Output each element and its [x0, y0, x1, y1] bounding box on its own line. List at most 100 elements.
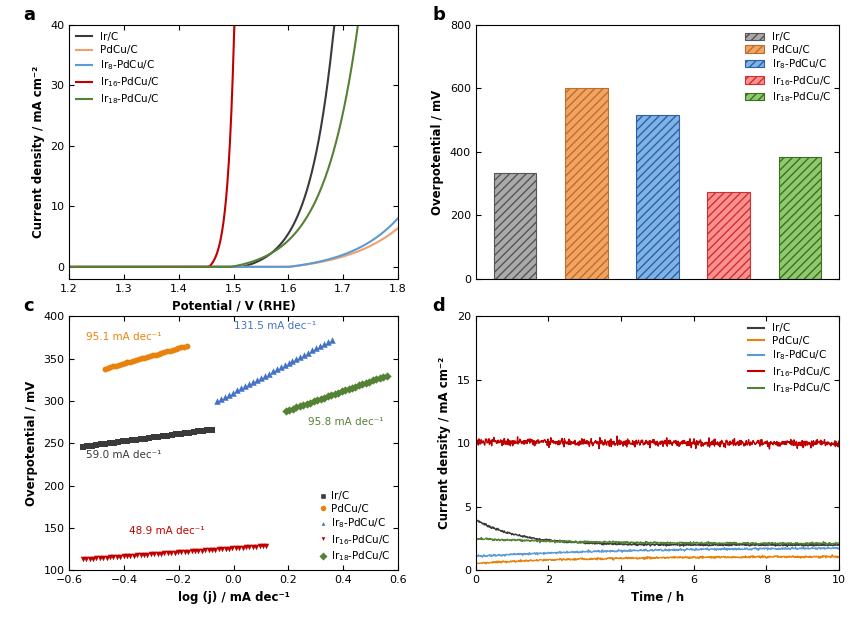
Point	[99, 552, 113, 562]
Point	[177, 342, 191, 352]
Point	[226, 543, 240, 553]
Point	[140, 550, 154, 560]
Point	[170, 430, 183, 440]
Point	[242, 542, 256, 552]
Text: c: c	[23, 297, 34, 315]
Text: a: a	[23, 6, 35, 24]
Point	[260, 541, 273, 551]
Point	[90, 554, 104, 564]
Point	[103, 552, 117, 562]
Y-axis label: Overpotential / mV: Overpotential / mV	[25, 381, 38, 506]
Point	[120, 358, 134, 368]
Point	[298, 350, 311, 360]
Point	[156, 432, 170, 441]
Point	[324, 390, 338, 400]
Point	[93, 553, 106, 563]
Point	[166, 345, 180, 355]
Point	[174, 429, 188, 439]
Point	[106, 552, 120, 562]
Point	[160, 431, 174, 441]
Point	[234, 383, 248, 393]
Point	[164, 548, 178, 558]
Point	[96, 553, 110, 563]
Point	[317, 392, 331, 402]
Point	[157, 549, 171, 559]
Point	[321, 391, 335, 401]
Point	[104, 362, 118, 372]
Point	[131, 551, 144, 560]
Point	[205, 425, 219, 435]
Point	[110, 552, 124, 562]
Text: 95.1 mA dec⁻¹: 95.1 mA dec⁻¹	[86, 332, 161, 342]
Point	[352, 381, 366, 391]
Point	[215, 544, 229, 554]
Point	[120, 436, 134, 446]
Point	[369, 374, 383, 384]
Point	[311, 395, 324, 405]
Point	[106, 361, 120, 371]
Point	[160, 347, 174, 356]
Legend: Ir/C, PdCu/C, Ir$_8$-PdCu/C, Ir$_{16}$-PdCu/C, Ir$_{18}$-PdCu/C: Ir/C, PdCu/C, Ir$_8$-PdCu/C, Ir$_{16}$-P…	[746, 321, 834, 397]
Point	[313, 341, 327, 351]
Point	[178, 547, 192, 557]
Point	[144, 549, 157, 559]
Point	[93, 440, 107, 450]
Point	[113, 552, 127, 562]
Point	[335, 386, 349, 396]
Point	[109, 361, 123, 371]
Point	[306, 396, 320, 406]
Point	[126, 356, 140, 366]
Point	[85, 441, 99, 451]
Point	[129, 355, 143, 365]
Point	[175, 342, 189, 352]
Point	[310, 343, 324, 353]
Point	[80, 554, 93, 564]
Point	[124, 551, 138, 561]
Point	[127, 551, 141, 560]
Point	[226, 388, 240, 397]
Point	[235, 542, 249, 552]
Point	[222, 389, 236, 399]
Point	[169, 344, 183, 354]
Point	[195, 426, 209, 436]
Point	[131, 354, 145, 364]
Point	[149, 350, 163, 360]
Point	[138, 353, 151, 363]
Point	[233, 543, 247, 553]
Point	[356, 379, 369, 389]
Point	[98, 439, 112, 449]
Point	[125, 435, 138, 445]
Point	[100, 363, 114, 373]
Point	[362, 377, 376, 387]
Point	[168, 547, 182, 557]
Text: 95.8 mA dec⁻¹: 95.8 mA dec⁻¹	[308, 417, 383, 427]
Point	[215, 394, 228, 404]
Point	[183, 428, 196, 438]
Y-axis label: Overpotential / mV: Overpotential / mV	[432, 89, 445, 215]
Point	[262, 369, 276, 379]
Point	[134, 550, 148, 560]
Point	[178, 428, 192, 438]
Point	[151, 432, 165, 441]
Point	[120, 551, 134, 561]
Bar	[778, 157, 821, 279]
Point	[376, 372, 390, 382]
Point	[157, 347, 171, 357]
Point	[118, 358, 131, 368]
Point	[98, 364, 112, 374]
Text: b: b	[432, 6, 445, 24]
Point	[349, 381, 362, 391]
Point	[89, 440, 103, 450]
Point	[182, 547, 195, 557]
Point	[144, 351, 157, 361]
Legend: Ir/C, PdCu/C, Ir$_8$-PdCu/C, Ir$_{16}$-PdCu/C, Ir$_{18}$-PdCu/C: Ir/C, PdCu/C, Ir$_8$-PdCu/C, Ir$_{16}$-P…	[74, 30, 162, 108]
Point	[239, 542, 253, 552]
X-axis label: Time / h: Time / h	[631, 591, 684, 604]
Point	[266, 366, 279, 376]
Point	[279, 406, 292, 416]
Point	[242, 379, 256, 389]
Point	[185, 546, 199, 556]
Bar	[636, 115, 679, 279]
Point	[210, 396, 224, 406]
Point	[134, 434, 148, 444]
